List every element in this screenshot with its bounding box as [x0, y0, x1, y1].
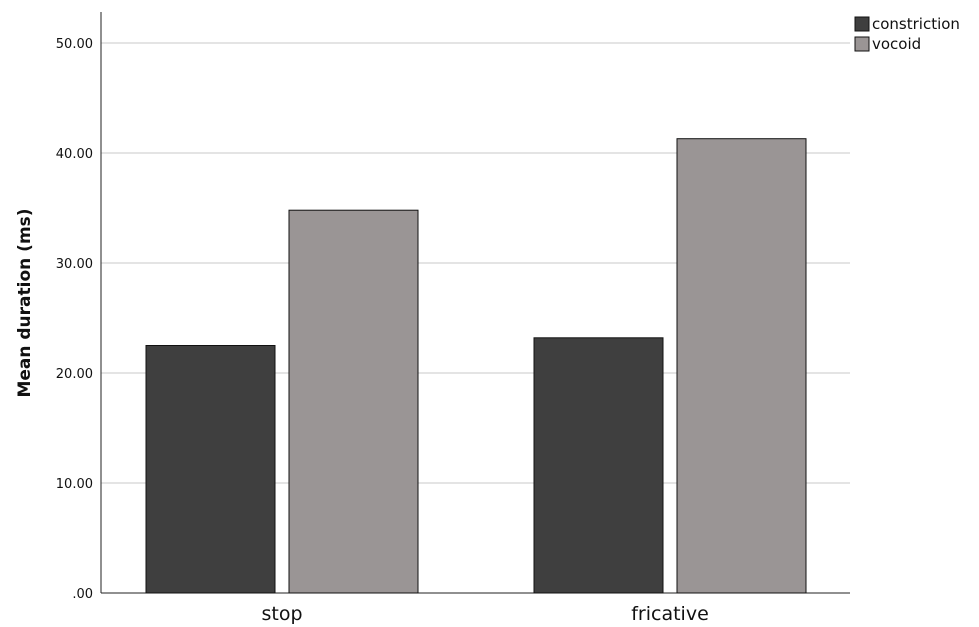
category-label: fricative — [631, 603, 709, 625]
y-tick-label: 10.00 — [56, 477, 93, 492]
y-tick-label: 30.00 — [56, 257, 93, 272]
bars — [145, 138, 807, 594]
legend-label-constriction: constriction — [872, 15, 960, 33]
bar-vocoid-fricative — [676, 138, 807, 594]
y-tick-labels: .00 10.00 20.00 30.00 40.00 50.00 — [56, 37, 93, 602]
bar-constriction-stop — [145, 345, 276, 594]
bar-vocoid-stop — [288, 209, 419, 594]
y-tick-label: 20.00 — [56, 367, 93, 382]
y-tick-label: 40.00 — [56, 147, 93, 162]
y-tick-label: .00 — [72, 587, 93, 602]
category-label: stop — [261, 603, 302, 625]
legend-label-vocoid: vocoid — [872, 35, 921, 53]
bar-constriction-fricative — [533, 337, 664, 594]
category-labels: stop fricative — [261, 603, 708, 625]
legend: constriction vocoid — [854, 15, 960, 53]
legend-swatch-constriction — [854, 16, 870, 32]
legend-swatch-vocoid — [854, 36, 870, 52]
y-axis-title: Mean duration (ms) — [15, 208, 35, 397]
y-tick-label: 50.00 — [56, 37, 93, 52]
